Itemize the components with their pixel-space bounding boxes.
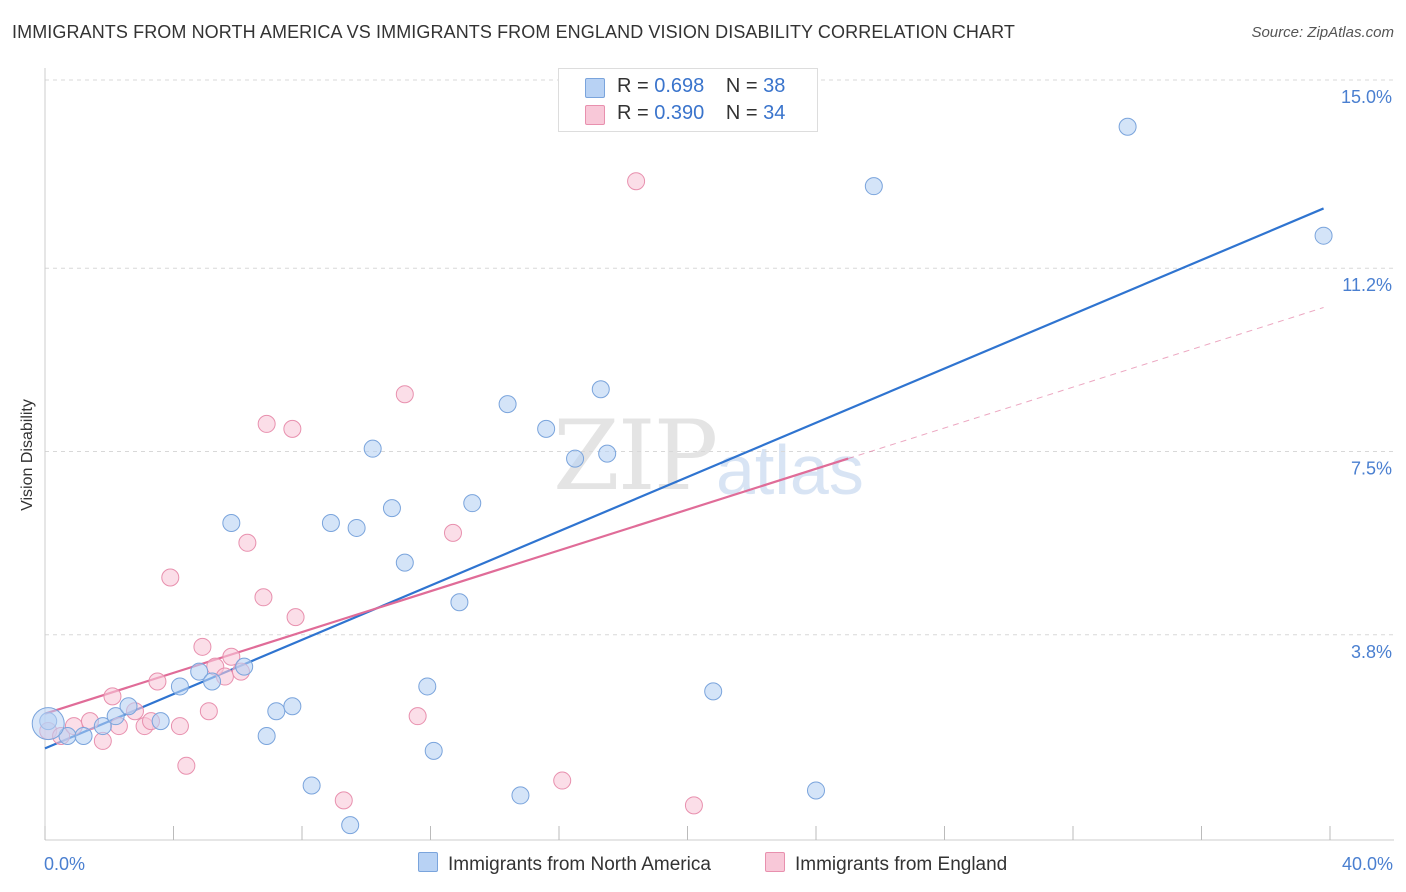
legend-label-england: Immigrants from England bbox=[795, 854, 1008, 875]
point-north-america bbox=[190, 662, 209, 681]
point-england bbox=[170, 717, 189, 736]
point-north-america bbox=[93, 717, 112, 736]
point-north-america bbox=[341, 816, 360, 835]
point-north-america bbox=[511, 786, 530, 805]
legend-row-england: R = 0.390 N = 34 bbox=[585, 102, 786, 125]
trend-line-england-extension bbox=[847, 307, 1324, 460]
legend-item-england: Immigrants from England bbox=[765, 852, 1007, 876]
point-england bbox=[684, 796, 703, 815]
point-england bbox=[222, 647, 241, 666]
x-tick-label: 0.0% bbox=[44, 854, 85, 874]
n-value: 34 bbox=[763, 102, 786, 124]
point-england bbox=[443, 523, 462, 542]
trend-line-england bbox=[44, 457, 849, 715]
point-north-america bbox=[267, 702, 286, 721]
n-label: N = bbox=[725, 102, 758, 124]
point-england bbox=[177, 756, 196, 775]
point-north-america bbox=[598, 444, 617, 463]
point-north-america bbox=[424, 741, 443, 760]
n-value: 38 bbox=[763, 75, 786, 97]
r-value: 0.698 bbox=[654, 75, 705, 97]
point-north-america bbox=[395, 553, 414, 572]
legend-swatch-north-america bbox=[418, 852, 438, 872]
axes bbox=[44, 68, 1394, 841]
chart-title: IMMIGRANTS FROM NORTH AMERICA VS IMMIGRA… bbox=[12, 22, 1015, 42]
point-north-america bbox=[382, 499, 401, 518]
point-north-america bbox=[537, 419, 556, 438]
legend-swatch-england bbox=[585, 105, 605, 125]
legend-label-north-america: Immigrants from North America bbox=[448, 854, 711, 875]
point-north-america bbox=[1118, 117, 1137, 136]
legend-item-north-america: Immigrants from North America bbox=[418, 852, 711, 876]
trend-lines bbox=[44, 207, 1325, 750]
point-england bbox=[408, 707, 427, 726]
point-north-america bbox=[418, 677, 437, 696]
source-label: Source: ZipAtlas.com bbox=[1251, 24, 1394, 41]
r-label: R = bbox=[617, 102, 649, 124]
y-tick-label: 7.5% bbox=[1351, 459, 1392, 479]
data-points bbox=[31, 117, 1333, 835]
point-north-america bbox=[807, 781, 825, 800]
point-north-america bbox=[302, 776, 321, 795]
point-north-america bbox=[704, 682, 723, 701]
point-north-america bbox=[498, 395, 517, 414]
point-england bbox=[193, 637, 212, 656]
point-england bbox=[627, 172, 646, 191]
point-north-america bbox=[235, 657, 254, 676]
point-north-america bbox=[347, 518, 366, 537]
point-north-america bbox=[203, 672, 222, 691]
point-england bbox=[148, 672, 167, 691]
r-label: R = bbox=[617, 75, 649, 97]
y-tick-label: 3.8% bbox=[1351, 642, 1392, 662]
point-england bbox=[286, 608, 305, 627]
point-north-america bbox=[283, 697, 302, 716]
point-north-america bbox=[864, 177, 883, 196]
point-north-america bbox=[321, 513, 340, 532]
series-legend: Immigrants from North America Immigrants… bbox=[0, 852, 1406, 878]
point-north-america-cluster bbox=[31, 707, 65, 741]
point-north-america bbox=[106, 707, 125, 726]
point-north-america bbox=[363, 439, 382, 458]
y-tick-label: 15.0% bbox=[1341, 87, 1392, 107]
r-value: 0.390 bbox=[654, 102, 705, 124]
point-north-america bbox=[450, 593, 469, 612]
watermark-atlas: atlas bbox=[716, 431, 864, 509]
point-north-america bbox=[222, 513, 241, 532]
legend-swatch-north-america bbox=[585, 78, 605, 98]
point-england bbox=[161, 568, 180, 587]
tick-labels: 3.8% 7.5% 11.2% 15.0% 0.0% 40.0% bbox=[44, 87, 1393, 874]
correlation-legend: R = 0.698 N = 38 R = 0.390 N = 34 bbox=[558, 68, 818, 132]
point-england bbox=[199, 702, 218, 721]
point-north-america bbox=[463, 494, 482, 513]
point-north-america bbox=[257, 726, 276, 745]
point-england bbox=[334, 791, 353, 810]
x-tick-label: 40.0% bbox=[1342, 854, 1393, 874]
point-north-america bbox=[74, 726, 93, 745]
legend-swatch-england bbox=[765, 852, 785, 872]
point-north-america bbox=[591, 380, 610, 399]
point-england bbox=[103, 687, 122, 706]
point-england bbox=[257, 414, 276, 433]
legend-row-north-america: R = 0.698 N = 38 bbox=[585, 75, 786, 98]
point-north-america bbox=[170, 677, 189, 696]
point-england bbox=[238, 533, 257, 552]
point-england bbox=[283, 419, 302, 438]
point-north-america bbox=[119, 697, 138, 716]
trend-line-north-america bbox=[44, 207, 1325, 750]
y-tick-label: 11.2% bbox=[1342, 275, 1392, 295]
point-north-america bbox=[151, 712, 170, 731]
point-england bbox=[395, 385, 414, 404]
point-england bbox=[254, 588, 273, 607]
point-england bbox=[553, 771, 572, 790]
point-north-america bbox=[1314, 226, 1333, 245]
n-label: N = bbox=[725, 75, 758, 97]
point-north-america bbox=[566, 449, 585, 468]
